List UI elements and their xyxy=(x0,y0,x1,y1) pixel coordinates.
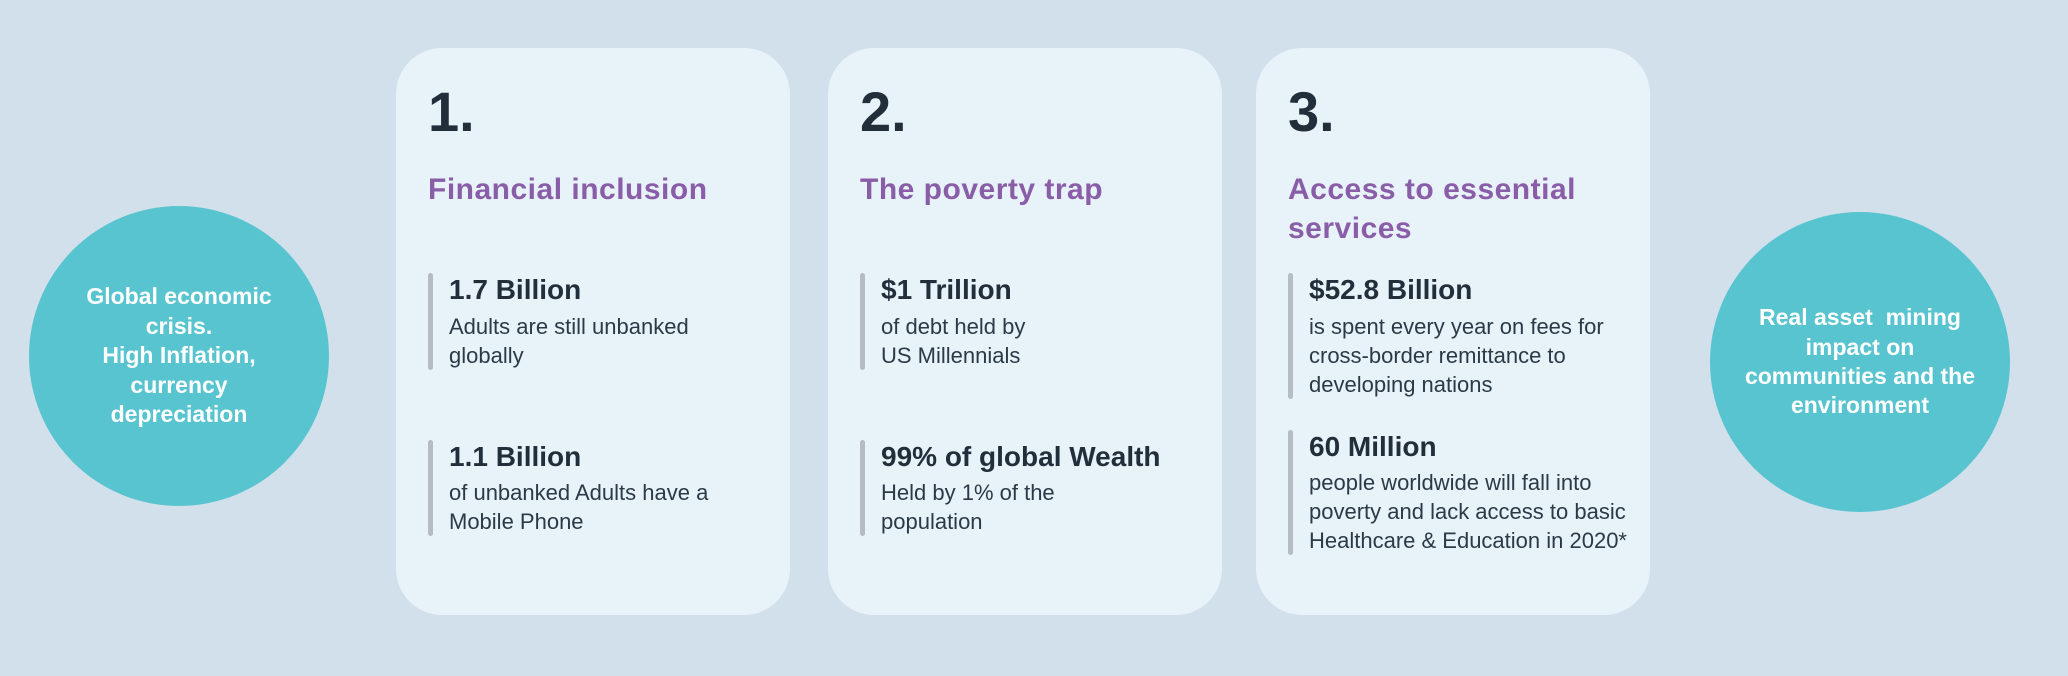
stat-description: Held by 1% of the population xyxy=(881,480,1055,535)
stat-accent-bar xyxy=(860,439,865,537)
stat-description: Adults are still unbanked globally xyxy=(449,313,689,368)
stat-group: $1 Trillion of debt held by US Millennia… xyxy=(860,273,1204,537)
card-essential-services: 3. Access to essential services $52.8 Bi… xyxy=(1256,48,1650,615)
stat-accent-bar xyxy=(428,439,433,537)
stat-accent-bar xyxy=(1288,429,1293,556)
stat-content: $52.8 Billion is spent every year on fee… xyxy=(1309,273,1604,399)
stat-value: 1.1 Billion xyxy=(449,440,582,472)
right-circle-callout: Real asset mining impact on communities … xyxy=(1710,212,2010,512)
stat-content: 1.1 Billion of unbanked Adults have a Mo… xyxy=(449,440,708,537)
stat-value: 60 Million xyxy=(1309,430,1437,462)
card-title: Financial inclusion xyxy=(428,173,708,206)
stat-item: 1.1 Billion of unbanked Adults have a Mo… xyxy=(428,439,772,537)
stat-accent-bar xyxy=(1288,273,1293,399)
stat-value: 1.7 Billion xyxy=(449,274,582,305)
stat-content: 99% of global Wealth Held by 1% of the p… xyxy=(881,440,1161,537)
stat-value: $52.8 Billion xyxy=(1309,274,1473,305)
card-number: 3. xyxy=(1288,80,1335,143)
stat-accent-bar xyxy=(860,273,865,370)
stat-content: $1 Trillion of debt held by US Millennia… xyxy=(881,273,1025,370)
stat-description: of unbanked Adults have a Mobile Phone xyxy=(449,480,709,535)
stat-description: people worldwide will fall into poverty … xyxy=(1309,470,1627,554)
stat-content: 60 Million people worldwide will fall in… xyxy=(1309,430,1627,556)
left-circle-callout: Global economic crisis. High Inflation, … xyxy=(29,206,329,506)
right-circle-text: Real asset mining impact on communities … xyxy=(1744,304,1976,419)
stat-item: 1.7 Billion Adults are still unbanked gl… xyxy=(428,273,772,370)
stat-group: $52.8 Billion is spent every year on fee… xyxy=(1288,273,1632,556)
left-circle-text: Global economic crisis. High Inflation, … xyxy=(86,283,272,428)
card-title: The poverty trap xyxy=(860,173,1104,206)
stat-description: is spent every year on fees for cross-bo… xyxy=(1309,313,1604,397)
stat-item: $1 Trillion of debt held by US Millennia… xyxy=(860,273,1204,370)
card-title: Access to essential services xyxy=(1288,173,1576,245)
stat-content: 1.7 Billion Adults are still unbanked gl… xyxy=(449,273,689,370)
stat-description: of debt held by US Millennials xyxy=(881,313,1026,368)
stat-accent-bar xyxy=(428,273,433,370)
stat-item: 99% of global Wealth Held by 1% of the p… xyxy=(860,439,1204,537)
card-poverty-trap: 2. The poverty trap $1 Trillion of debt … xyxy=(828,48,1222,615)
stat-group: 1.7 Billion Adults are still unbanked gl… xyxy=(428,273,772,537)
card-financial-inclusion: 1. Financial inclusion 1.7 Billion Adult… xyxy=(396,48,790,615)
stat-value: 99% of global Wealth xyxy=(881,440,1161,472)
stat-item: 60 Million people worldwide will fall in… xyxy=(1288,429,1632,556)
card-number: 1. xyxy=(428,80,475,143)
stat-value: $1 Trillion xyxy=(881,274,1012,305)
card-number: 2. xyxy=(860,80,907,143)
stat-item: $52.8 Billion is spent every year on fee… xyxy=(1288,273,1632,399)
